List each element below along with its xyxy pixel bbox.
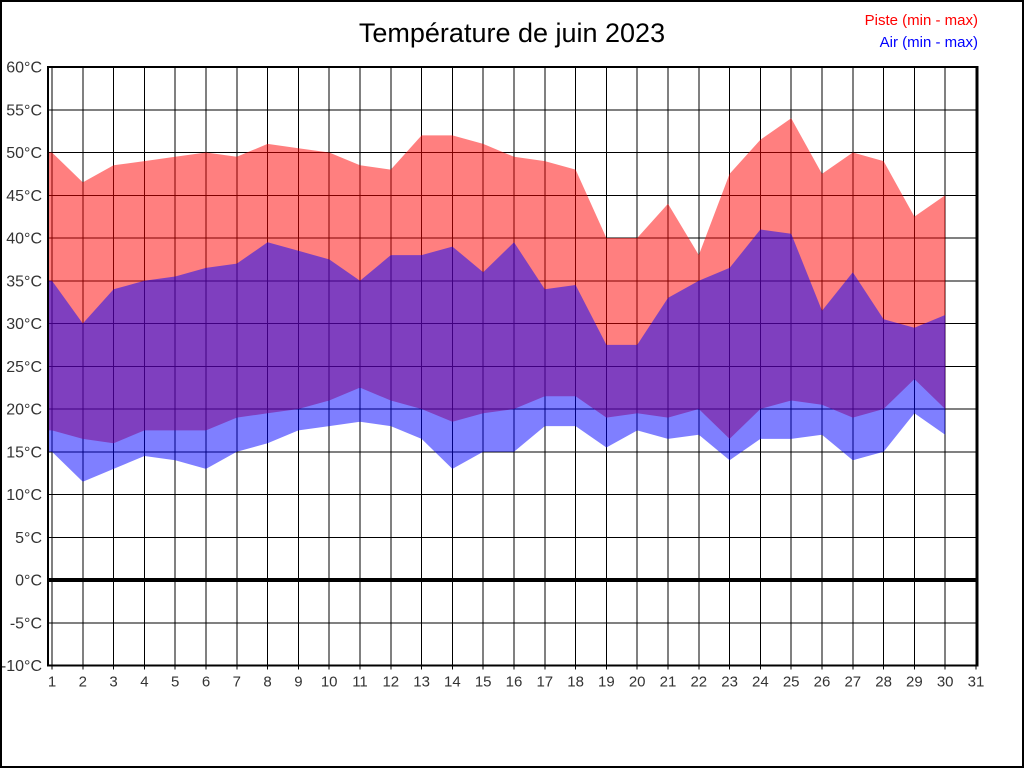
legend-item-air: Air (min - max)	[879, 34, 978, 51]
y-tick-label: 10°C	[6, 487, 42, 504]
x-tick-label: 3	[109, 674, 117, 691]
x-tick-label: 8	[263, 674, 271, 691]
x-tick-label: 2	[79, 674, 87, 691]
y-tick-label: 40°C	[6, 231, 42, 248]
x-tick-label: 14	[444, 674, 461, 691]
y-tick-label: 25°C	[6, 359, 42, 376]
legend-item-piste: Piste (min - max)	[864, 12, 978, 29]
x-tick-label: 31	[968, 674, 985, 691]
y-tick-label: 60°C	[6, 60, 42, 77]
y-tick-label: 20°C	[6, 402, 42, 419]
y-tick-label: 5°C	[15, 530, 42, 547]
x-tick-label: 19	[598, 674, 615, 691]
x-tick-label: 10	[321, 674, 338, 691]
x-tick-label: 9	[294, 674, 302, 691]
x-tick-label: 30	[937, 674, 954, 691]
x-tick-label: 23	[721, 674, 738, 691]
x-tick-label: 12	[382, 674, 399, 691]
x-tick-label: 20	[629, 674, 646, 691]
x-tick-label: 5	[171, 674, 179, 691]
y-tick-label: 30°C	[6, 316, 42, 333]
x-tick-label: 22	[690, 674, 707, 691]
y-tick-label: 15°C	[6, 444, 42, 461]
y-tick-label: 0°C	[15, 573, 42, 590]
x-tick-label: 21	[660, 674, 677, 691]
y-tick-label: 55°C	[6, 102, 42, 119]
x-tick-label: 24	[752, 674, 769, 691]
air-band	[48, 229, 946, 482]
x-tick-label: 27	[844, 674, 861, 691]
x-tick-label: 25	[783, 674, 800, 691]
plot-frame	[47, 66, 979, 667]
x-tick-label: 1	[48, 674, 56, 691]
y-tick-label: -5°C	[10, 615, 42, 632]
x-tick-label: 17	[536, 674, 553, 691]
y-tick-label: 45°C	[6, 188, 42, 205]
x-tick-label: 18	[567, 674, 584, 691]
x-tick-label: 11	[352, 674, 368, 691]
x-tick-label: 28	[875, 674, 892, 691]
x-tick-label: 26	[814, 674, 831, 691]
x-tick-label: 13	[413, 674, 430, 691]
x-tick-label: 15	[475, 674, 492, 691]
legend: Piste (min - max) Air (min - max)	[865, 10, 978, 54]
y-tick-label: 50°C	[6, 145, 42, 162]
y-tick-label: 35°C	[6, 273, 42, 290]
chart-title: Température de juin 2023	[358, 18, 666, 48]
x-tick-label: 7	[233, 674, 241, 691]
x-tick-label: 4	[140, 674, 148, 691]
y-tick-label: -10°C	[1, 658, 42, 675]
x-tick-label: 29	[906, 674, 923, 691]
x-tick-label: 6	[202, 674, 210, 691]
x-tick-label: 16	[506, 674, 523, 691]
